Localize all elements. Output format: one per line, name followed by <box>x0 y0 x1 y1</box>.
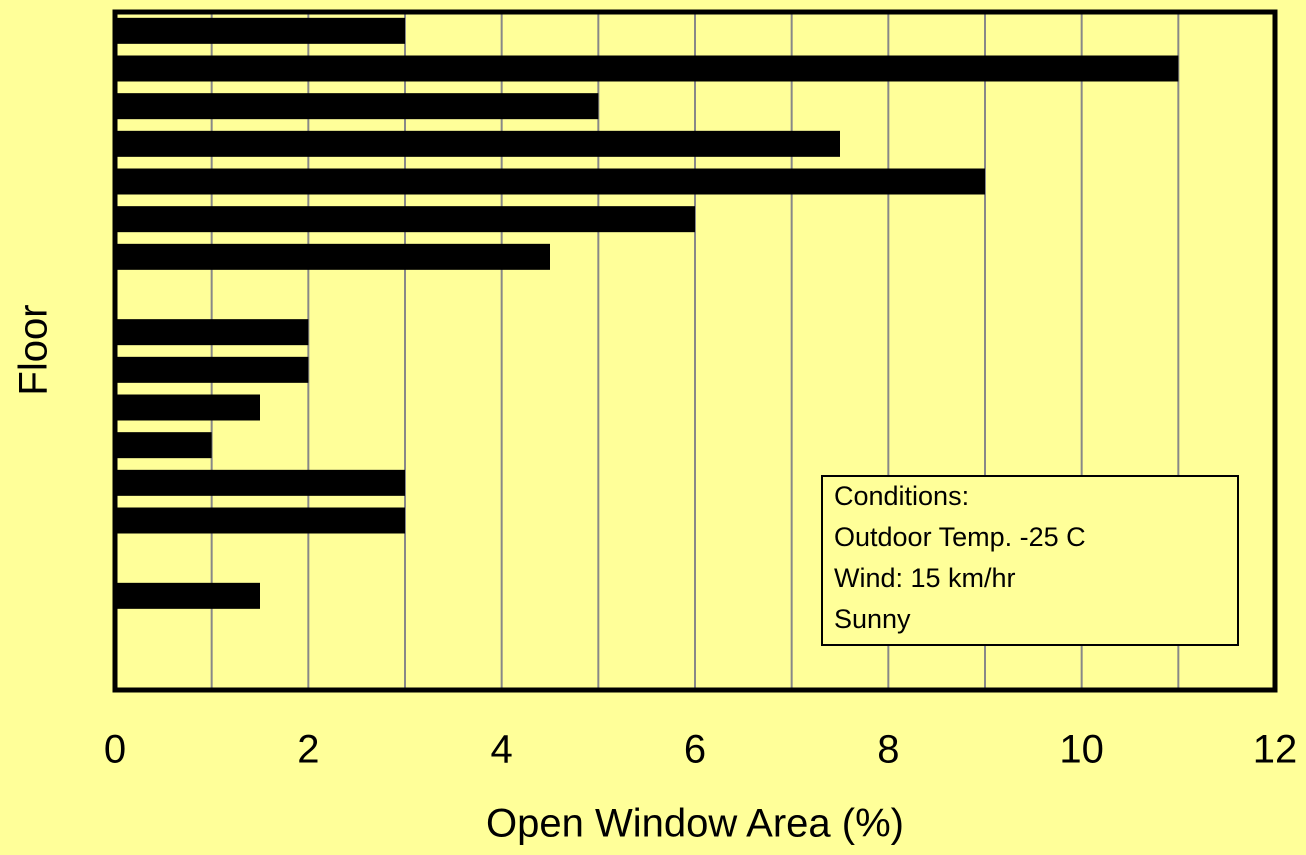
x-tick-label: 12 <box>1253 728 1298 772</box>
x-tick-label: 8 <box>877 728 899 772</box>
x-axis-label: Open Window Area (%) <box>486 802 904 846</box>
bar <box>115 130 840 157</box>
plot-frame <box>112 9 1278 693</box>
x-tick-label: 6 <box>684 728 706 772</box>
x-tick-label: 2 <box>297 728 319 772</box>
annotation-line: Sunny <box>834 604 911 634</box>
annotation-line: Wind: 15 km/hr <box>834 563 1016 593</box>
x-tick-label: 10 <box>1059 728 1104 772</box>
bar <box>115 168 985 195</box>
bar <box>115 582 260 609</box>
bar <box>115 356 309 383</box>
annotation-line: Conditions: <box>834 481 969 511</box>
bar <box>115 507 405 534</box>
annotation-box <box>821 475 1239 646</box>
x-tick-label: 4 <box>491 728 513 772</box>
bar <box>115 319 309 346</box>
bar <box>115 206 695 233</box>
x-tick-label: 0 <box>104 728 126 772</box>
bar <box>115 469 405 496</box>
bar <box>115 93 599 120</box>
annotation-line: Outdoor Temp. -25 C <box>834 522 1086 552</box>
bar <box>115 432 212 459</box>
y-axis-label: Floor <box>12 304 56 395</box>
bar <box>115 394 260 421</box>
bar <box>115 243 550 270</box>
bar <box>115 17 405 44</box>
bar <box>115 55 1179 82</box>
